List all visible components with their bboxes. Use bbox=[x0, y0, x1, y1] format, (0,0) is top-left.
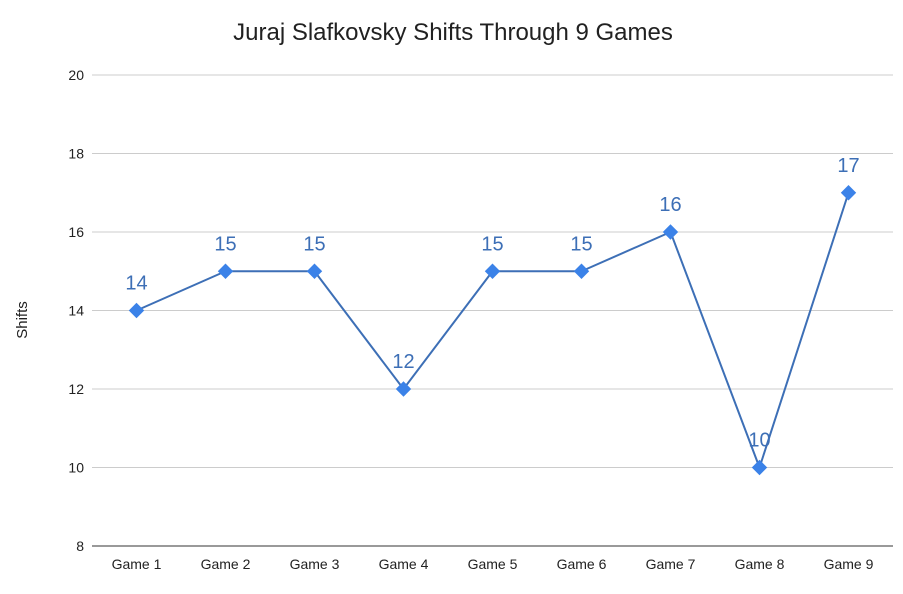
data-label: 14 bbox=[125, 273, 147, 295]
y-axis-label: Shifts bbox=[14, 301, 31, 339]
x-tick-label: Game 5 bbox=[468, 556, 518, 572]
y-tick-label: 8 bbox=[76, 538, 84, 554]
y-tick-label: 14 bbox=[68, 303, 84, 319]
y-tick-label: 16 bbox=[68, 224, 84, 240]
data-label: 15 bbox=[481, 233, 503, 255]
x-tick-label: Game 3 bbox=[290, 556, 340, 572]
data-label: 17 bbox=[837, 155, 859, 177]
y-tick-label: 18 bbox=[68, 146, 84, 162]
data-point-marker bbox=[840, 185, 857, 201]
x-axis-ticks: Game 1 Game 2 Game 3 Game 4 Game 5 Game 6 Game… bbox=[112, 556, 874, 572]
data-point-marker bbox=[662, 224, 679, 240]
data-markers bbox=[128, 185, 857, 476]
data-point-marker bbox=[484, 263, 501, 279]
data-labels: 14 15 15 12 15 15 16 10 17 bbox=[125, 155, 859, 452]
data-label: 16 bbox=[659, 194, 681, 216]
data-point-marker bbox=[573, 263, 590, 279]
data-point-marker bbox=[306, 263, 323, 279]
data-point-marker bbox=[751, 459, 768, 476]
data-point-marker bbox=[217, 263, 234, 279]
y-tick-label: 10 bbox=[68, 460, 84, 476]
data-label: 10 bbox=[748, 430, 770, 452]
y-tick-label: 20 bbox=[68, 67, 84, 83]
chart-title: Juraj Slafkovsky Shifts Through 9 Games bbox=[233, 19, 673, 46]
x-tick-label: Game 7 bbox=[646, 556, 696, 572]
data-point-marker bbox=[395, 381, 412, 397]
x-tick-label: Game 2 bbox=[201, 556, 251, 572]
data-label: 15 bbox=[303, 233, 325, 255]
gridlines bbox=[92, 74, 893, 547]
x-tick-label: Game 9 bbox=[824, 556, 874, 572]
data-label: 15 bbox=[570, 233, 592, 255]
data-label: 15 bbox=[214, 233, 236, 255]
y-tick-label: 12 bbox=[68, 381, 84, 397]
x-tick-label: Game 4 bbox=[379, 556, 429, 572]
x-tick-label: Game 1 bbox=[112, 556, 162, 572]
x-tick-label: Game 8 bbox=[735, 556, 785, 572]
x-tick-label: Game 6 bbox=[557, 556, 607, 572]
data-label: 12 bbox=[392, 351, 414, 373]
data-point-marker bbox=[128, 302, 145, 319]
y-axis-ticks: 8 10 12 14 16 18 20 bbox=[68, 67, 84, 554]
